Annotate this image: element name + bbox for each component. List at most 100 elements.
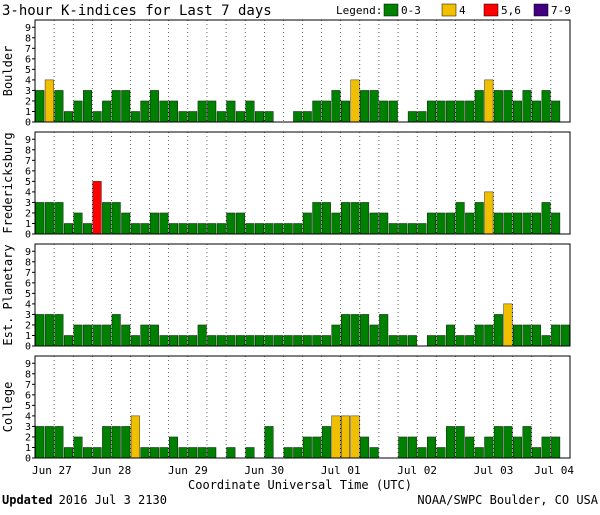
bar xyxy=(484,191,494,235)
bar xyxy=(169,223,179,235)
bar xyxy=(178,335,188,347)
bar xyxy=(455,426,465,459)
bar xyxy=(522,324,532,347)
bar xyxy=(474,447,484,459)
bar xyxy=(283,223,293,235)
bar xyxy=(379,314,389,347)
bar xyxy=(73,100,83,123)
bar xyxy=(188,335,198,347)
bar xyxy=(426,335,436,347)
y-tick-label: 4 xyxy=(25,299,31,310)
bar xyxy=(522,426,532,459)
bar xyxy=(197,447,207,459)
bar xyxy=(407,223,417,235)
bar xyxy=(369,324,379,347)
bar xyxy=(321,202,331,235)
y-tick-label: 1 xyxy=(25,107,31,118)
y-tick-label: 2 xyxy=(25,432,31,443)
bar xyxy=(235,335,245,347)
y-tick-label: 0 xyxy=(25,118,31,129)
bar xyxy=(197,100,207,123)
bar xyxy=(446,100,456,123)
bar xyxy=(360,202,370,235)
bar xyxy=(369,447,379,459)
bar xyxy=(493,90,503,123)
panel-frame xyxy=(34,243,571,347)
bar xyxy=(54,426,64,459)
bar xyxy=(140,324,150,347)
y-tick-label: 1 xyxy=(25,443,31,454)
bar xyxy=(226,335,236,347)
bar xyxy=(360,436,370,459)
panel-station-name: College xyxy=(1,382,15,433)
footer-updated-label: Updated xyxy=(2,493,53,507)
bar xyxy=(398,223,408,235)
bar xyxy=(436,447,446,459)
bar xyxy=(551,100,561,123)
y-tick-label: 2 xyxy=(25,208,31,219)
bar xyxy=(159,447,169,459)
bar xyxy=(130,415,140,459)
bar xyxy=(130,223,140,235)
bar xyxy=(255,335,264,347)
bar xyxy=(178,223,188,235)
x-axis-ticks: Jun 27 Jun 28 Jun 29 Jun 30 Jul 01 Jul 02 Jul … xyxy=(32,464,574,477)
panel-station-name: Boulder xyxy=(1,46,15,97)
bar xyxy=(102,426,112,459)
bar xyxy=(417,111,427,123)
bar xyxy=(245,335,255,347)
x-tick-label: Jul 04 xyxy=(534,464,574,477)
bar xyxy=(63,223,73,235)
bar xyxy=(455,335,465,347)
bar xyxy=(417,447,427,459)
bar xyxy=(484,79,494,123)
bar xyxy=(149,324,159,347)
legend: Legend: 0-3 4 5,6 7-9 xyxy=(336,3,571,17)
bar xyxy=(255,223,264,235)
bar xyxy=(312,436,322,459)
bar xyxy=(54,90,64,123)
bar xyxy=(465,436,475,459)
bar xyxy=(541,90,551,123)
bar xyxy=(341,314,350,347)
bar xyxy=(551,212,561,235)
y-tick-label: 3 xyxy=(25,422,31,433)
bar xyxy=(140,223,150,235)
bar xyxy=(484,436,494,459)
bar xyxy=(207,335,217,347)
bar xyxy=(321,335,331,347)
bar xyxy=(398,335,408,347)
y-tick-label: 9 xyxy=(25,247,31,258)
bar xyxy=(44,79,54,123)
bar xyxy=(532,212,542,235)
x-tick-label: Jul 01 xyxy=(321,464,361,477)
bar xyxy=(512,100,522,123)
bar xyxy=(360,314,370,347)
bar xyxy=(331,415,341,459)
bar xyxy=(426,436,436,459)
y-tick-label: 8 xyxy=(25,257,31,268)
bar xyxy=(188,447,198,459)
bar xyxy=(484,324,494,347)
bar xyxy=(283,447,293,459)
bar xyxy=(417,223,427,235)
bar xyxy=(474,202,484,235)
y-tick-label: 0 xyxy=(25,342,31,353)
bar xyxy=(92,111,102,123)
x-tick-label: Jun 29 xyxy=(168,464,208,477)
bar xyxy=(341,100,350,123)
bar xyxy=(159,335,169,347)
y-tick-label: 1 xyxy=(25,331,31,342)
bar xyxy=(121,324,131,347)
bar xyxy=(493,212,503,235)
bar xyxy=(83,324,93,347)
bar xyxy=(216,111,226,123)
y-tick-label: 4 xyxy=(25,75,31,86)
y-tick-label: 7 xyxy=(25,380,31,391)
bar xyxy=(63,111,73,123)
bar xyxy=(44,314,54,347)
y-tick-label: 6 xyxy=(25,390,31,401)
